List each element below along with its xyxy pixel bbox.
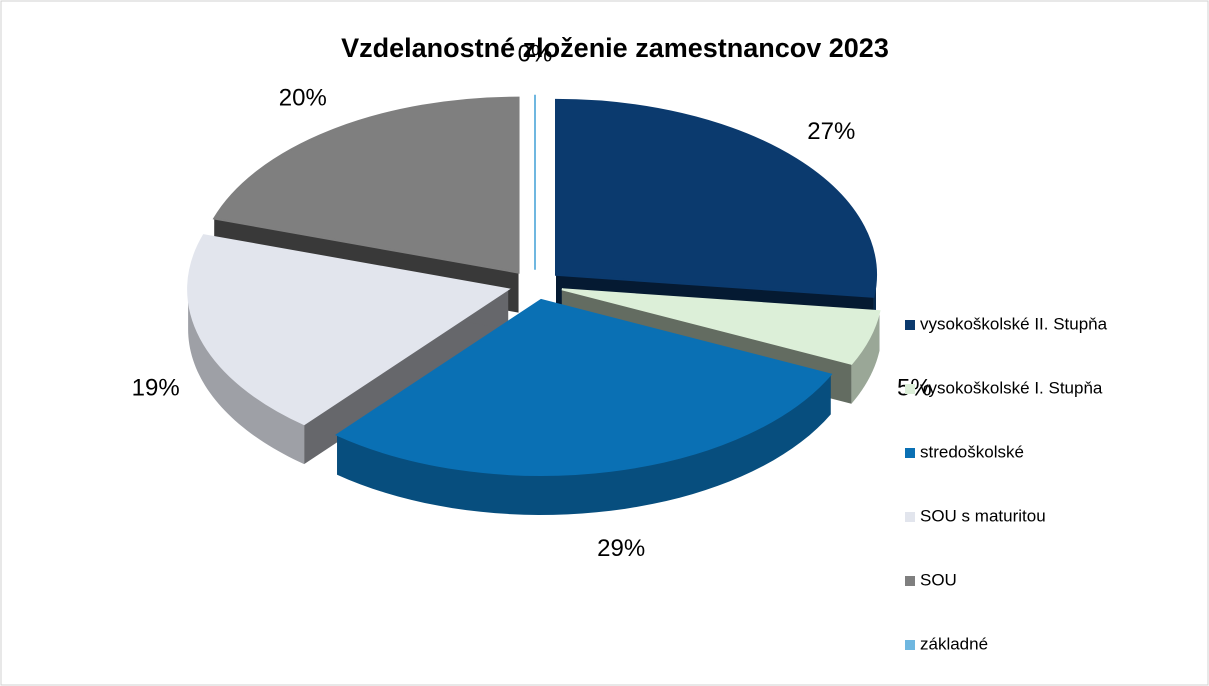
- legend-label: základné: [920, 634, 988, 653]
- data-label: 27%: [807, 118, 855, 145]
- slice-side: [337, 374, 831, 515]
- slice: [561, 288, 881, 365]
- slice: [187, 234, 511, 426]
- legend-label: SOU s maturitou: [920, 506, 1046, 525]
- legend-swatch: [905, 512, 915, 522]
- legend-swatch: [905, 320, 915, 330]
- legend-label: stredoškolské: [920, 442, 1024, 461]
- slice: [335, 298, 833, 476]
- legend-label: SOU: [920, 570, 957, 589]
- data-label: 0%: [518, 40, 553, 67]
- slice: [212, 96, 520, 274]
- slice-side: [188, 289, 305, 465]
- legend-swatch: [905, 384, 915, 394]
- slice: [555, 98, 877, 298]
- data-label: 29%: [597, 535, 645, 562]
- legend-label: vysokoškolské II. Stupňa: [920, 314, 1108, 333]
- chart-title: Vzdelanostné zloženie zamestnancov 2023: [341, 33, 889, 63]
- legend-swatch: [905, 448, 915, 458]
- legend-swatch: [905, 576, 915, 586]
- slice-side: [851, 311, 880, 404]
- data-label: 19%: [132, 375, 180, 402]
- data-label: 20%: [279, 84, 327, 111]
- slice-wall: [304, 289, 509, 465]
- legend-label: vysokoškolské I. Stupňa: [920, 378, 1103, 397]
- legend-swatch: [905, 640, 915, 650]
